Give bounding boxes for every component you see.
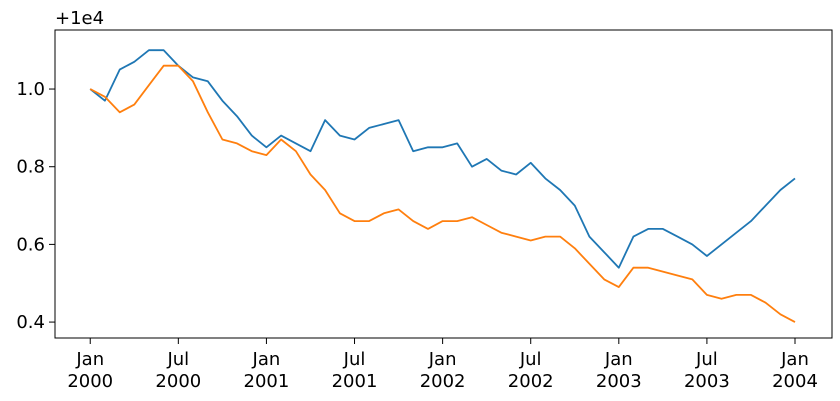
y-tick-label: 1.0 xyxy=(16,79,45,100)
x-tick-label: Jul 2003 xyxy=(684,349,730,392)
x-tick-label: Jan 2000 xyxy=(67,349,113,392)
tick-label-line: 2003 xyxy=(684,371,730,392)
tick-label-line: Jul xyxy=(343,349,366,370)
tick-label-line: 2000 xyxy=(155,371,201,392)
tick-label-line: Jan xyxy=(780,349,809,370)
y-tick-label: 0.6 xyxy=(16,234,45,255)
x-tick-label: Jul 2001 xyxy=(332,349,378,392)
tick-label-line: 2000 xyxy=(67,371,113,392)
offset-text: +1e4 xyxy=(55,8,104,29)
tick-label-line: Jan xyxy=(75,349,104,370)
tick-label-line: Jan xyxy=(604,349,633,370)
tick-label-line: 2004 xyxy=(772,371,818,392)
y-tick-label: 0.8 xyxy=(16,157,45,178)
tick-label-line: 2002 xyxy=(508,371,554,392)
x-tick-label: Jan 2003 xyxy=(596,349,642,392)
x-tick-label: Jan 2001 xyxy=(244,349,290,392)
tick-label-line: Jan xyxy=(428,349,457,370)
tick-label-line: 2002 xyxy=(420,371,466,392)
y-tick-label: 0.4 xyxy=(16,312,45,333)
line-series xyxy=(89,49,796,269)
x-tick-label: Jul 2000 xyxy=(155,349,201,392)
tick-label-line: Jan xyxy=(252,349,281,370)
tick-label-line: 2003 xyxy=(596,371,642,392)
line-series xyxy=(89,64,796,323)
tick-label-line: 2001 xyxy=(244,371,290,392)
tick-label-line: Jul xyxy=(519,349,542,370)
x-tick-label: Jul 2002 xyxy=(508,349,554,392)
x-tick-label: Jan 2002 xyxy=(420,349,466,392)
tick-label-line: 2001 xyxy=(332,371,378,392)
x-tick-label: Jan 2004 xyxy=(772,349,818,392)
tick-label-line: Jul xyxy=(695,349,718,370)
tick-label-line: Jul xyxy=(166,349,189,370)
plot-frame xyxy=(54,29,833,339)
